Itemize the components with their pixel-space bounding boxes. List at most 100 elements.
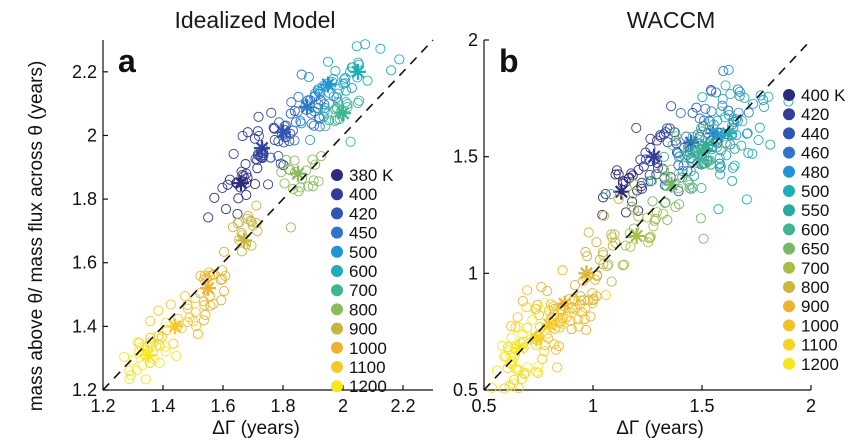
data-point <box>237 130 248 142</box>
legend-swatch <box>331 169 343 181</box>
data-point <box>620 240 631 251</box>
data-point <box>296 69 307 80</box>
series-1100 <box>499 289 612 394</box>
data-point <box>154 357 165 368</box>
data-point <box>633 211 644 222</box>
data-point <box>249 179 261 190</box>
series-1200 <box>119 317 182 385</box>
data-point <box>710 129 721 140</box>
data-point <box>522 362 533 373</box>
data-point <box>726 129 737 140</box>
data-point <box>246 216 257 227</box>
mean-marker <box>613 183 630 200</box>
data-point <box>655 130 666 141</box>
y-tick-label: 0.5 <box>453 380 478 400</box>
panel-b-x-axis-label: ΔΓ (years) <box>616 418 704 439</box>
data-point <box>303 72 314 83</box>
data-point <box>748 98 759 109</box>
data-point <box>565 315 576 326</box>
data-point <box>190 293 201 304</box>
legend-label: 900 <box>801 297 829 316</box>
data-point <box>232 218 243 229</box>
data-point <box>219 285 230 297</box>
legend-swatch <box>783 242 795 255</box>
data-point <box>685 166 696 177</box>
data-point <box>579 313 590 325</box>
legend: 400 K42044046048050055060065070080090010… <box>783 86 846 374</box>
data-point <box>650 214 661 225</box>
data-point <box>638 161 649 172</box>
x-tick-label: 1 <box>588 396 598 416</box>
legend-swatch <box>331 265 343 277</box>
data-point <box>705 116 716 127</box>
data-point <box>759 101 770 112</box>
data-point <box>573 321 584 332</box>
y-tick-label: 1 <box>468 263 478 283</box>
data-point <box>330 65 341 76</box>
data-point <box>718 65 729 77</box>
data-point <box>737 116 748 127</box>
data-point <box>626 201 637 212</box>
data-point <box>509 374 520 385</box>
data-point <box>354 95 365 106</box>
data-point <box>658 208 669 219</box>
data-point <box>682 165 693 177</box>
series-700 <box>602 179 669 287</box>
legend-swatch <box>783 357 795 370</box>
data-point <box>569 295 580 306</box>
data-point <box>645 231 656 242</box>
data-point <box>184 312 195 323</box>
panel-letter: b <box>499 43 519 79</box>
data-point <box>234 217 245 228</box>
legend-label: 1000 <box>349 339 387 358</box>
data-point <box>753 134 764 146</box>
data-point <box>684 182 695 194</box>
data-point <box>232 208 243 220</box>
data-point <box>531 303 542 314</box>
y-tick-label: 2 <box>468 30 478 50</box>
data-point <box>224 174 235 185</box>
legend-label: 440 <box>801 124 829 143</box>
data-point <box>732 84 743 95</box>
data-point <box>265 152 276 163</box>
data-point <box>145 315 156 327</box>
data-point <box>486 382 497 393</box>
data-point <box>236 246 247 257</box>
data-point <box>542 328 553 339</box>
data-point <box>165 299 176 310</box>
legend-swatch <box>783 281 795 293</box>
data-point <box>140 374 151 385</box>
data-point <box>603 259 614 270</box>
data-point <box>765 139 776 150</box>
data-point <box>717 94 728 105</box>
data-point <box>566 308 577 319</box>
data-point <box>345 136 356 147</box>
data-point <box>588 293 599 304</box>
data-point <box>253 111 264 122</box>
data-point <box>714 152 725 164</box>
data-point <box>647 196 658 207</box>
data-point <box>191 321 202 332</box>
data-point <box>717 100 728 111</box>
data-point <box>671 131 682 142</box>
data-point <box>554 322 565 333</box>
data-point <box>687 131 698 142</box>
data-point <box>195 271 206 282</box>
legend-swatch <box>783 146 795 159</box>
legend-swatch <box>331 380 343 393</box>
data-point <box>607 240 618 251</box>
data-point <box>743 107 754 118</box>
data-point <box>205 300 216 311</box>
data-point <box>659 198 671 209</box>
series-700 <box>311 83 365 147</box>
data-point <box>609 229 620 240</box>
data-point <box>594 254 605 265</box>
data-point <box>555 312 566 323</box>
data-point <box>322 108 333 119</box>
data-point <box>209 269 220 280</box>
data-point <box>673 151 684 162</box>
mean-marker <box>275 124 291 141</box>
data-point <box>303 181 314 192</box>
x-tick-label: 2 <box>338 396 348 416</box>
data-point <box>203 212 214 223</box>
